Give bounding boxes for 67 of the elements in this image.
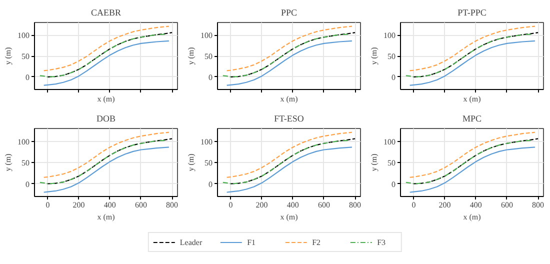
y-tick-label: 0 bbox=[392, 180, 396, 189]
legend-label: F1 bbox=[247, 237, 257, 247]
line-series bbox=[226, 40, 352, 86]
y-tick-label: 100 bbox=[18, 31, 30, 40]
x-tick-label: 800 bbox=[166, 200, 178, 210]
line-series bbox=[409, 26, 536, 72]
y-tick-label: 50 bbox=[204, 52, 212, 61]
x-tick-label: 600 bbox=[500, 200, 513, 210]
line-series bbox=[226, 146, 352, 193]
chart-title: PT-PPC bbox=[458, 8, 486, 18]
x-axis-title: x (m) bbox=[463, 212, 482, 222]
y-axis-title: y (m) bbox=[370, 153, 378, 172]
line-series bbox=[409, 132, 536, 178]
y-tick-label: 50 bbox=[22, 158, 30, 168]
line-series bbox=[43, 40, 170, 86]
x-tick-label: 800 bbox=[349, 200, 362, 210]
x-axis-title: x (m) bbox=[280, 212, 298, 222]
y-tick-label: 100 bbox=[200, 31, 212, 40]
legend-label: F2 bbox=[312, 237, 322, 247]
chart-title: FT-ESO bbox=[274, 114, 304, 124]
x-tick-label: 400 bbox=[286, 200, 299, 210]
chart-title: MPC bbox=[462, 114, 482, 124]
x-tick-label: 600 bbox=[134, 200, 147, 210]
line-series bbox=[226, 26, 352, 72]
y-tick-label: 0 bbox=[26, 72, 30, 82]
y-tick-label: 50 bbox=[388, 52, 396, 61]
line-series bbox=[43, 26, 170, 72]
chart-title: DOB bbox=[96, 114, 116, 124]
y-tick-label: 100 bbox=[384, 31, 396, 40]
x-tick-label: 200 bbox=[438, 200, 451, 210]
x-axis-title: x (m) bbox=[280, 94, 298, 104]
y-tick-label: 0 bbox=[26, 180, 30, 189]
line-series bbox=[226, 132, 352, 178]
line-series bbox=[409, 40, 536, 86]
x-tick-label: 0 bbox=[412, 200, 416, 210]
legend-label: F3 bbox=[377, 237, 387, 247]
y-axis-title: y (m) bbox=[186, 46, 196, 65]
y-tick-label: 50 bbox=[388, 158, 396, 168]
x-tick-label: 400 bbox=[470, 200, 482, 210]
y-tick-label: 0 bbox=[208, 72, 212, 82]
x-tick-label: 600 bbox=[318, 200, 330, 210]
y-axis-title: y (m) bbox=[370, 46, 378, 65]
line-series bbox=[409, 146, 536, 193]
chart-title: PPC bbox=[280, 8, 298, 18]
y-tick-label: 50 bbox=[22, 52, 30, 61]
chart-title: CAEBR bbox=[90, 8, 122, 18]
x-axis-title: x (m) bbox=[463, 94, 482, 104]
x-tick-label: 0 bbox=[46, 200, 50, 210]
y-tick-label: 0 bbox=[392, 72, 396, 82]
y-tick-label: 0 bbox=[208, 180, 212, 189]
line-series bbox=[43, 146, 170, 193]
x-axis-title: x (m) bbox=[97, 212, 116, 222]
y-tick-label: 100 bbox=[200, 137, 212, 146]
y-tick-label: 100 bbox=[384, 137, 396, 146]
x-tick-label: 0 bbox=[228, 200, 233, 210]
x-tick-label: 800 bbox=[532, 200, 544, 210]
x-axis-title: x (m) bbox=[97, 94, 116, 104]
y-tick-label: 100 bbox=[18, 137, 30, 146]
y-axis-title: y (m) bbox=[4, 153, 12, 172]
y-axis-title: y (m) bbox=[4, 46, 12, 65]
x-tick-label: 200 bbox=[72, 200, 85, 210]
legend-label: Leader bbox=[180, 237, 202, 247]
line-series bbox=[43, 132, 170, 178]
y-axis-title: y (m) bbox=[186, 153, 196, 172]
y-tick-label: 50 bbox=[204, 158, 212, 168]
x-tick-label: 400 bbox=[104, 200, 116, 210]
x-tick-label: 200 bbox=[256, 200, 268, 210]
